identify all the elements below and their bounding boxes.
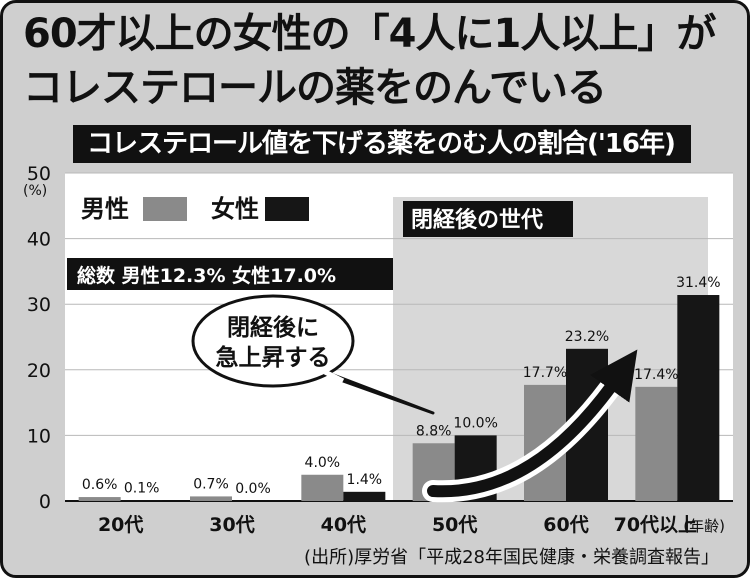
callout-seam (323, 369, 345, 384)
callout-line-1: 閉経後に (227, 314, 319, 341)
bar-female (677, 295, 720, 501)
x-tick-label: 60代 (543, 514, 588, 536)
bar-male (301, 474, 344, 501)
data-label: 17.4% (634, 367, 678, 383)
y-tick-label: 40 (27, 229, 51, 251)
data-label: 0.6% (82, 477, 118, 493)
y-tick-label: 30 (27, 294, 51, 316)
x-tick-label: 50代 (432, 514, 477, 536)
data-label: 1.4% (347, 472, 383, 488)
x-tick-label: 40代 (321, 514, 366, 536)
data-label: 31.4% (676, 275, 720, 291)
legend-swatch-female (265, 197, 309, 221)
bar-female (120, 500, 163, 501)
region-label: 閉経後の世代 (411, 207, 543, 233)
y-tick-label: 0 (39, 491, 51, 513)
legend-label-male: 男性 (81, 195, 129, 223)
headline-line-2: コレステロールの薬をのんでいる (23, 65, 607, 111)
headline-line-1: 60才以上の女性の「4人に1人以上」が (23, 11, 716, 57)
legend-label-female: 女性 (211, 195, 259, 223)
y-unit-label: (%) (23, 183, 47, 199)
x-tick-label: 20代 (98, 514, 143, 536)
callout-bubble (191, 294, 355, 388)
legend-swatch-male (143, 197, 187, 221)
x-unit-label: (年齢) (683, 517, 725, 535)
region-label-box (403, 201, 573, 237)
summary-box (67, 258, 393, 290)
bar-male (78, 497, 121, 501)
data-label: 0.1% (124, 480, 160, 496)
data-label: 10.0% (453, 415, 497, 431)
chart-subtitle: コレステロール値を下げる薬をのむ人の割合('16年) (73, 125, 691, 163)
data-label: 0.7% (193, 476, 229, 492)
y-tick-label: 10 (27, 425, 51, 447)
data-label: 23.2% (565, 329, 609, 345)
data-label: 0.0% (235, 481, 271, 497)
y-tick-label: 20 (27, 360, 51, 382)
data-label: 8.8% (416, 423, 452, 439)
x-tick-label: 30代 (209, 514, 254, 536)
bar-male (635, 386, 678, 501)
callout-line-2: 急上昇する (216, 344, 331, 371)
bar-female (343, 491, 386, 501)
data-label: 4.0% (305, 455, 341, 471)
x-tick-label: 70代以上 (614, 514, 697, 536)
bar-chart: 0 10 20 30 40 50 (%) 男性 女性 総数 男性12.3% 女性17.0%… (23, 163, 733, 536)
y-tick-label: 50 (27, 163, 51, 185)
source-note: (出所)厚労省「平成28年国民健康・栄養調査報告」 (304, 547, 719, 568)
trend-arrow (427, 349, 638, 498)
summary-text: 総数 男性12.3% 女性17.0% (77, 264, 336, 287)
bar-male (190, 496, 232, 501)
data-label: 17.7% (523, 365, 567, 381)
